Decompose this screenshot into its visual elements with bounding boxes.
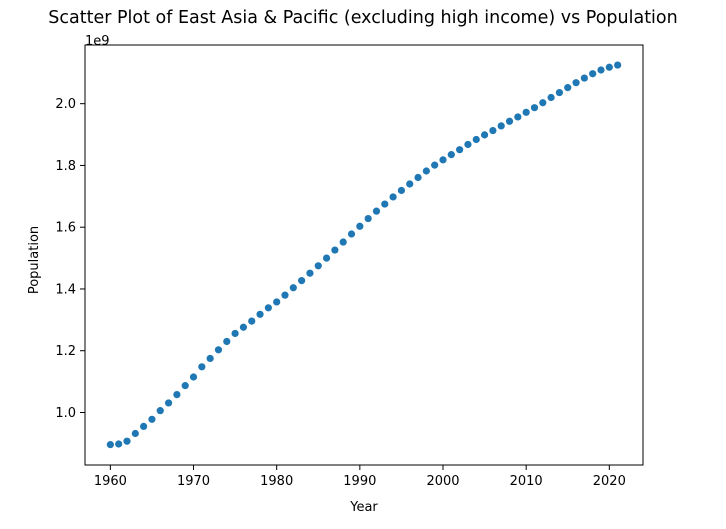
data-point bbox=[239, 323, 248, 331]
data-point bbox=[356, 222, 364, 230]
data-point bbox=[422, 167, 430, 175]
x-tick-label: 1980 bbox=[260, 474, 293, 489]
data-point bbox=[314, 262, 322, 270]
data-point bbox=[539, 99, 547, 107]
data-point bbox=[597, 66, 605, 74]
x-tick-label: 2020 bbox=[593, 474, 626, 489]
data-point bbox=[464, 140, 472, 149]
y-tick-label: 1.8 bbox=[55, 159, 76, 174]
y-axis-offset-label: 1e9 bbox=[85, 34, 110, 49]
data-point bbox=[372, 207, 381, 215]
data-point bbox=[614, 61, 622, 69]
y-tick-label: 1.0 bbox=[55, 406, 76, 421]
data-point bbox=[580, 74, 588, 82]
data-point bbox=[414, 173, 422, 182]
x-tick-label: 1970 bbox=[177, 474, 210, 489]
data-point bbox=[289, 284, 297, 292]
data-point bbox=[206, 354, 214, 363]
plot-area-frame bbox=[84, 44, 644, 466]
chart-title: Scatter Plot of East Asia & Pacific (exc… bbox=[48, 8, 677, 28]
data-point bbox=[605, 63, 613, 71]
data-point bbox=[198, 363, 206, 371]
data-point bbox=[572, 79, 580, 87]
data-point bbox=[347, 230, 356, 238]
x-axis-label: Year bbox=[349, 500, 378, 515]
data-point bbox=[397, 186, 406, 195]
data-point bbox=[447, 151, 455, 159]
data-point bbox=[106, 441, 114, 449]
data-point bbox=[140, 422, 148, 430]
y-tick-label: 1.2 bbox=[55, 344, 76, 359]
data-point bbox=[123, 437, 131, 445]
data-point bbox=[381, 200, 389, 208]
data-point bbox=[189, 373, 198, 381]
data-point bbox=[530, 104, 539, 112]
data-point bbox=[131, 429, 139, 438]
data-point bbox=[505, 117, 514, 125]
data-point bbox=[439, 156, 447, 164]
data-point bbox=[497, 122, 505, 130]
axis-ticks: 1960 1970 1980 1990 2000 2010 2020 1.0 1.2 1.4 1.6… bbox=[55, 97, 626, 489]
data-point bbox=[223, 337, 231, 346]
data-point bbox=[264, 304, 272, 312]
y-tick-label: 2.0 bbox=[55, 97, 76, 112]
data-point bbox=[273, 298, 281, 306]
data-point bbox=[248, 317, 256, 325]
data-point bbox=[547, 93, 555, 102]
y-tick-label: 1.4 bbox=[55, 282, 76, 297]
data-point bbox=[480, 131, 489, 139]
data-point bbox=[431, 161, 439, 169]
x-tick-label: 1960 bbox=[94, 474, 127, 489]
x-tick-label: 2000 bbox=[426, 474, 459, 489]
data-point bbox=[164, 399, 173, 407]
data-point bbox=[173, 390, 181, 399]
data-point bbox=[115, 440, 123, 448]
data-point bbox=[564, 84, 572, 92]
data-point bbox=[339, 238, 347, 246]
data-point bbox=[322, 254, 331, 262]
y-tick-label: 1.6 bbox=[55, 221, 76, 236]
data-point bbox=[514, 113, 522, 121]
data-point bbox=[389, 193, 397, 201]
data-point bbox=[555, 88, 564, 97]
data-point bbox=[156, 407, 164, 415]
data-point bbox=[181, 382, 189, 390]
y-axis-label: Population bbox=[27, 226, 42, 294]
data-point bbox=[281, 291, 289, 299]
data-point bbox=[406, 180, 414, 188]
data-point bbox=[214, 346, 223, 354]
data-point bbox=[231, 329, 239, 338]
data-point bbox=[364, 214, 372, 223]
data-point bbox=[306, 269, 314, 277]
data-point bbox=[298, 277, 306, 285]
data-point bbox=[456, 146, 464, 154]
data-point bbox=[256, 310, 264, 318]
data-point bbox=[522, 108, 530, 116]
x-tick-label: 2010 bbox=[510, 474, 543, 489]
data-point bbox=[589, 70, 597, 78]
data-point bbox=[331, 246, 339, 254]
x-tick-label: 1990 bbox=[343, 474, 376, 489]
scatter-points bbox=[106, 61, 622, 449]
data-point bbox=[489, 126, 497, 135]
data-point bbox=[472, 135, 480, 144]
data-point bbox=[148, 415, 156, 423]
